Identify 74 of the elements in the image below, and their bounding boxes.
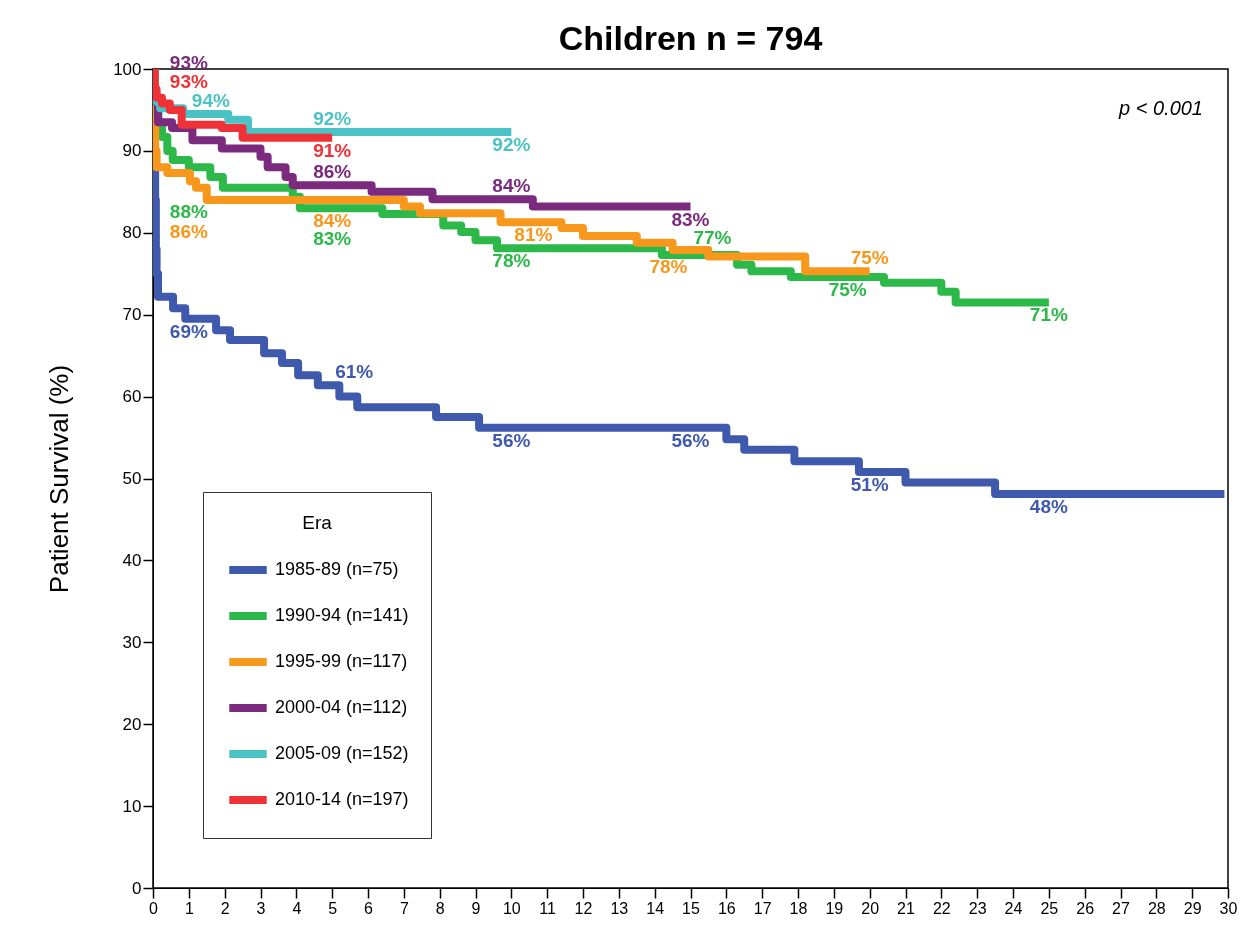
legend-label: 1995-99 (n=117) — [275, 651, 408, 671]
annotation: p < 0.001 — [1118, 97, 1203, 119]
y-tick-label: 70 — [122, 305, 142, 325]
annotation: 51% — [850, 473, 889, 495]
legend-title: Era — [302, 512, 333, 533]
x-tick-label: 2 — [220, 899, 230, 917]
annotation: 92% — [492, 134, 531, 156]
x-tick-label: 23 — [968, 899, 987, 917]
x-tick-label: 15 — [682, 899, 700, 917]
y-tick-label: 20 — [122, 714, 142, 734]
annotation: 86% — [169, 221, 208, 243]
annotation: 88% — [169, 201, 208, 223]
x-tick-label: 11 — [539, 899, 557, 917]
y-tick-label: 30 — [122, 632, 142, 652]
annotation: 93% — [169, 51, 208, 73]
y-tick-label: 60 — [122, 387, 142, 407]
annotation: 61% — [335, 361, 374, 383]
x-tick-label: 18 — [789, 899, 808, 917]
x-tick-label: 20 — [861, 899, 880, 917]
x-tick-label: 21 — [897, 899, 915, 917]
annotation: 71% — [1029, 304, 1068, 326]
chart-title: Children n = 794 — [558, 19, 823, 57]
x-tick-label: 1 — [184, 899, 194, 917]
annotation: 78% — [492, 250, 531, 272]
x-tick-label: 8 — [435, 899, 445, 917]
annotation: 84% — [492, 175, 531, 197]
x-tick-label: 30 — [1219, 899, 1238, 917]
x-tick-label: 6 — [364, 899, 374, 917]
x-tick-label: 25 — [1040, 899, 1059, 917]
annotation: 75% — [850, 247, 889, 269]
annotation: 94% — [191, 90, 230, 112]
annotation: 48% — [1029, 496, 1068, 518]
x-tick-label: 3 — [256, 899, 266, 917]
annotation: 92% — [313, 108, 352, 130]
annotation: 69% — [169, 320, 208, 342]
legend-label: 2010-14 (n=197) — [275, 789, 409, 809]
x-tick-label: 13 — [610, 899, 629, 917]
y-tick-label: 100 — [113, 59, 142, 79]
x-tick-label: 14 — [646, 899, 665, 917]
legend-label: 1985-89 (n=75) — [275, 559, 399, 579]
x-tick-label: 5 — [328, 899, 338, 917]
legend-label: 2000-04 (n=112) — [275, 697, 408, 717]
x-tick-label: 17 — [753, 899, 772, 917]
annotation: 56% — [492, 429, 531, 451]
x-tick-label: 12 — [574, 899, 593, 917]
x-tick-label: 22 — [932, 899, 951, 917]
annotation: 75% — [828, 279, 867, 301]
x-tick-label: 10 — [502, 899, 521, 917]
annotation: 56% — [671, 429, 710, 451]
x-tick-label: 26 — [1076, 899, 1095, 917]
y-axis-title: Patient Survival (%) — [44, 364, 75, 594]
annotation: 81% — [514, 224, 553, 246]
y-tick-label: 80 — [122, 223, 142, 243]
y-tick-label: 0 — [132, 878, 142, 898]
legend-label: 2005-09 (n=152) — [275, 743, 409, 763]
x-tick-label: 0 — [149, 899, 159, 917]
annotation: 86% — [313, 161, 352, 183]
x-tick-label: 27 — [1112, 899, 1130, 917]
y-tick-label: 40 — [122, 550, 142, 570]
x-tick-label: 4 — [292, 899, 302, 917]
x-tick-label: 19 — [825, 899, 844, 917]
annotation: 78% — [649, 256, 688, 277]
annotation: 91% — [313, 139, 352, 161]
x-tick-label: 28 — [1147, 899, 1166, 917]
legend-label: 1990-94 (n=141) — [275, 605, 409, 625]
x-tick-label: 24 — [1004, 899, 1023, 917]
y-tick-label: 10 — [122, 796, 142, 816]
y-tick-label: 50 — [122, 469, 142, 488]
x-tick-label: 16 — [717, 899, 736, 917]
annotation: 93% — [169, 70, 208, 92]
y-tick-label: 90 — [122, 141, 142, 161]
x-tick-label: 7 — [399, 899, 409, 917]
x-tick-label: 29 — [1183, 899, 1202, 917]
x-tick-label: 9 — [471, 899, 481, 917]
